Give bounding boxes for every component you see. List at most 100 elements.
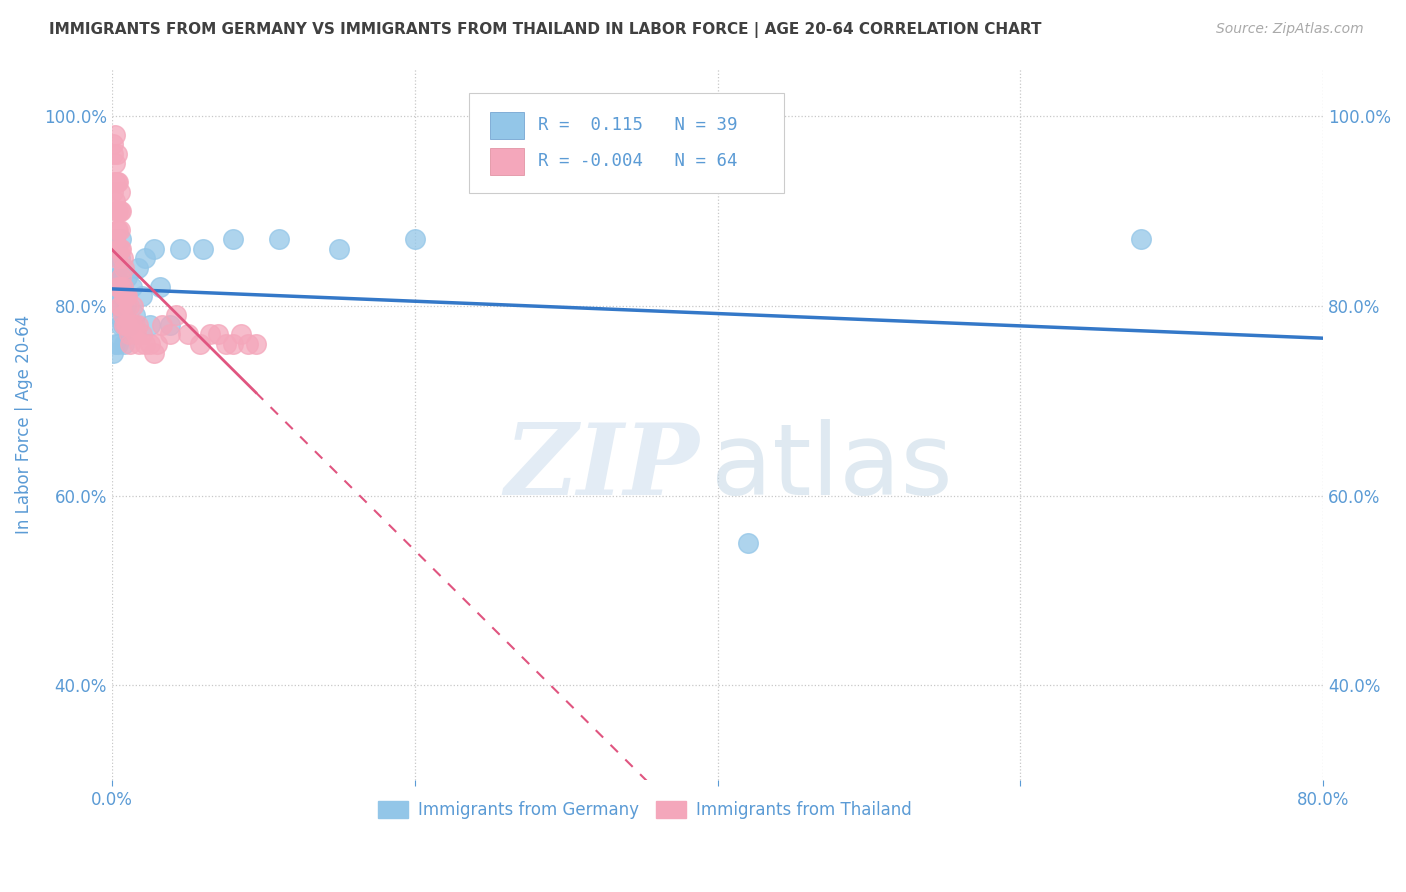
Point: [139, 318, 162, 332]
Point: [200, 327, 222, 342]
Point: [108, 318, 131, 332]
Point: [125, 327, 148, 342]
Point: [108, 280, 131, 294]
Point: [737, 536, 759, 550]
Point: [404, 232, 426, 246]
Point: [121, 280, 143, 294]
Point: [112, 336, 135, 351]
Point: [104, 175, 127, 189]
Point: [114, 299, 136, 313]
Point: [103, 137, 125, 152]
Point: [128, 336, 150, 351]
Point: [121, 318, 143, 332]
Point: [107, 223, 129, 237]
Point: [176, 327, 198, 342]
Point: [105, 203, 128, 218]
Text: R = -0.004   N = 64: R = -0.004 N = 64: [538, 152, 738, 170]
Point: [104, 232, 127, 246]
Point: [107, 280, 129, 294]
Point: [127, 260, 149, 275]
Point: [107, 260, 129, 275]
Point: [267, 232, 290, 246]
Point: [114, 318, 136, 332]
Point: [111, 318, 134, 332]
Point: [108, 185, 131, 199]
Point: [117, 318, 139, 332]
Point: [105, 223, 128, 237]
Point: [134, 336, 156, 351]
Point: [191, 242, 214, 256]
Point: [105, 175, 128, 189]
Point: [214, 336, 236, 351]
Point: [222, 232, 245, 246]
Point: [207, 327, 229, 342]
Point: [146, 336, 169, 351]
Point: [143, 346, 166, 360]
Point: [143, 242, 166, 256]
Point: [105, 270, 128, 285]
Point: [1130, 232, 1153, 246]
Point: [104, 194, 127, 209]
Point: [111, 280, 134, 294]
Point: [112, 260, 135, 275]
Point: [110, 289, 132, 303]
Point: [107, 175, 129, 189]
Point: [188, 336, 211, 351]
Point: [108, 242, 131, 256]
Point: [115, 318, 138, 332]
Point: [159, 318, 181, 332]
Point: [117, 327, 139, 342]
Point: [108, 252, 131, 266]
Point: [107, 299, 129, 313]
FancyBboxPatch shape: [489, 112, 524, 139]
Point: [108, 203, 131, 218]
Point: [127, 318, 149, 332]
Text: atlas: atlas: [711, 418, 953, 516]
Point: [103, 147, 125, 161]
Point: [139, 336, 162, 351]
Y-axis label: In Labor Force | Age 20-64: In Labor Force | Age 20-64: [15, 315, 32, 534]
Point: [104, 156, 127, 170]
Point: [107, 242, 129, 256]
Point: [105, 147, 128, 161]
Point: [112, 318, 135, 332]
Point: [165, 308, 187, 322]
Point: [103, 289, 125, 303]
Text: IMMIGRANTS FROM GERMANY VS IMMIGRANTS FROM THAILAND IN LABOR FORCE | AGE 20-64 C: IMMIGRANTS FROM GERMANY VS IMMIGRANTS FR…: [49, 22, 1042, 38]
Point: [105, 308, 128, 322]
Text: Source: ZipAtlas.com: Source: ZipAtlas.com: [1216, 22, 1364, 37]
Point: [134, 252, 156, 266]
Point: [122, 299, 145, 313]
Point: [120, 336, 142, 351]
Point: [131, 327, 153, 342]
Point: [124, 318, 146, 332]
Point: [229, 327, 252, 342]
Text: ZIP: ZIP: [505, 419, 699, 516]
Point: [103, 346, 125, 360]
Point: [117, 299, 139, 313]
Point: [169, 242, 191, 256]
Point: [114, 289, 136, 303]
Point: [112, 289, 135, 303]
Point: [328, 242, 350, 256]
FancyBboxPatch shape: [489, 147, 524, 175]
Point: [103, 185, 125, 199]
Point: [238, 336, 260, 351]
Point: [108, 223, 131, 237]
Point: [104, 336, 127, 351]
Point: [111, 252, 134, 266]
Point: [110, 232, 132, 246]
Point: [150, 318, 173, 332]
Point: [111, 308, 134, 322]
FancyBboxPatch shape: [470, 94, 785, 193]
Point: [115, 270, 138, 285]
Point: [110, 270, 132, 285]
Point: [110, 203, 132, 218]
Point: [131, 289, 153, 303]
Point: [105, 252, 128, 266]
Legend: Immigrants from Germany, Immigrants from Thailand: Immigrants from Germany, Immigrants from…: [371, 794, 918, 825]
Point: [111, 280, 134, 294]
Point: [124, 308, 146, 322]
Point: [104, 280, 127, 294]
Point: [107, 203, 129, 218]
